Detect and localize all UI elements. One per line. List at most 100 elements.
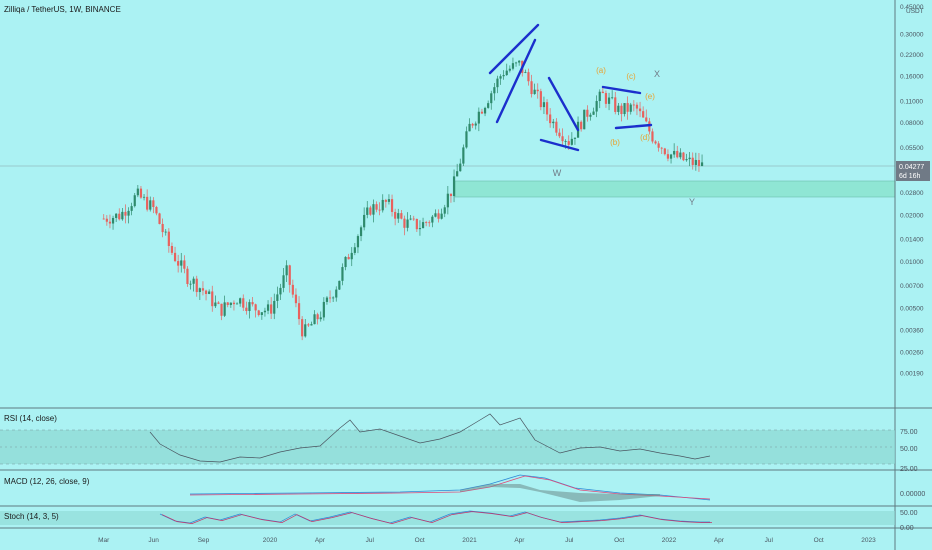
macd-line xyxy=(189,474,711,501)
macd-histogram xyxy=(460,484,660,502)
candle-body xyxy=(440,213,443,219)
candle-body xyxy=(558,132,561,137)
candle-body xyxy=(350,252,353,260)
candle-body xyxy=(471,123,474,126)
candle-body xyxy=(384,199,387,202)
stoch-tick: 50.00 xyxy=(900,510,918,517)
candle-body xyxy=(102,218,105,220)
wave-line xyxy=(614,123,653,130)
candle-body xyxy=(589,114,592,117)
candle-body xyxy=(266,304,270,311)
candle-body xyxy=(446,193,449,208)
candle-body xyxy=(555,121,558,133)
candle-body xyxy=(192,278,195,284)
candle-body xyxy=(437,213,440,219)
candle-body xyxy=(459,163,462,172)
candle-body xyxy=(511,63,515,69)
price-axis[interactable]: 0.45000 0.30000 0.22000 0.16000 0.11000 0.080… xyxy=(900,4,924,377)
wave-line xyxy=(547,76,580,132)
candle-body xyxy=(115,213,118,218)
countdown-value: 6d 16h xyxy=(899,173,921,180)
candle-body xyxy=(394,211,397,219)
price-tick: 0.01000 xyxy=(900,259,924,266)
candle-body xyxy=(369,207,372,215)
time-tick: Jul xyxy=(366,537,375,544)
candle-body xyxy=(456,171,459,177)
time-axis[interactable]: Mar Jun Sep 2020 Apr Jul Oct 2021 Apr Jul Oct 2022 A… xyxy=(98,537,876,544)
candle-body xyxy=(508,68,511,71)
candle-body xyxy=(186,268,189,284)
candle-body xyxy=(462,147,465,164)
candle-body xyxy=(514,62,518,64)
candle-body xyxy=(549,114,552,124)
candle-body xyxy=(561,136,564,142)
candle-body xyxy=(542,102,546,108)
candle-body xyxy=(214,302,217,307)
candle-body xyxy=(626,103,629,112)
candle-body xyxy=(322,301,325,318)
candle-body xyxy=(527,72,530,82)
macd-title: MACD (12, 26, close, 9) xyxy=(4,477,90,486)
candle-body xyxy=(223,302,226,316)
time-tick: Apr xyxy=(514,537,525,544)
candle-body xyxy=(617,105,620,112)
rsi-series xyxy=(149,413,711,463)
wave-label: (c) xyxy=(626,72,636,81)
candle-body xyxy=(297,303,301,320)
time-tick: 2023 xyxy=(861,537,876,544)
candle-body xyxy=(499,76,502,79)
candle-body xyxy=(570,138,573,145)
candle-body xyxy=(638,108,642,112)
price-tick: 0.00260 xyxy=(900,349,924,356)
candle-body xyxy=(111,217,115,224)
candle-body xyxy=(273,300,276,314)
candle-body xyxy=(335,289,338,298)
time-tick: Oct xyxy=(614,537,624,544)
candle-body xyxy=(291,284,294,295)
price-tick: 0.00360 xyxy=(900,327,924,334)
pattern-label: X xyxy=(654,69,660,79)
candle-body xyxy=(304,324,307,337)
price-tick: 0.00500 xyxy=(900,305,924,312)
time-tick: Apr xyxy=(714,537,725,544)
candle-body xyxy=(328,297,332,299)
candle-body xyxy=(167,231,170,246)
candle-body xyxy=(155,207,158,214)
candle-body xyxy=(425,222,428,223)
candle-body xyxy=(344,256,347,268)
candle-body xyxy=(518,60,521,63)
candle-body xyxy=(208,291,211,294)
candle-body xyxy=(288,265,291,285)
candle-body xyxy=(149,200,152,210)
candle-body xyxy=(502,75,505,77)
candle-body xyxy=(381,199,384,211)
candle-body xyxy=(496,78,499,88)
candle-body xyxy=(294,294,298,304)
candle-body xyxy=(465,131,468,148)
time-tick: Oct xyxy=(814,537,824,544)
candle-body xyxy=(592,111,595,115)
candle-body xyxy=(142,196,146,198)
candle-body xyxy=(691,157,694,165)
candle-body xyxy=(307,324,310,326)
candle-body xyxy=(676,150,679,158)
candle-body xyxy=(136,188,139,196)
macd-series xyxy=(189,474,711,502)
candle-body xyxy=(229,302,232,305)
candle-body xyxy=(586,109,589,117)
candle-body xyxy=(685,159,688,161)
candle-body xyxy=(700,162,704,167)
candle-body xyxy=(195,278,198,293)
candle-body xyxy=(443,207,446,214)
candle-body xyxy=(378,209,381,211)
candle-body xyxy=(601,91,604,94)
wave-label: (b) xyxy=(610,138,620,147)
candles-layer xyxy=(102,57,704,341)
candle-body xyxy=(124,211,127,216)
candle-body xyxy=(545,102,549,115)
rsi-line xyxy=(149,413,711,463)
candle-body xyxy=(552,121,555,124)
candle-body xyxy=(375,204,378,210)
price-tick: 0.00190 xyxy=(900,370,924,377)
